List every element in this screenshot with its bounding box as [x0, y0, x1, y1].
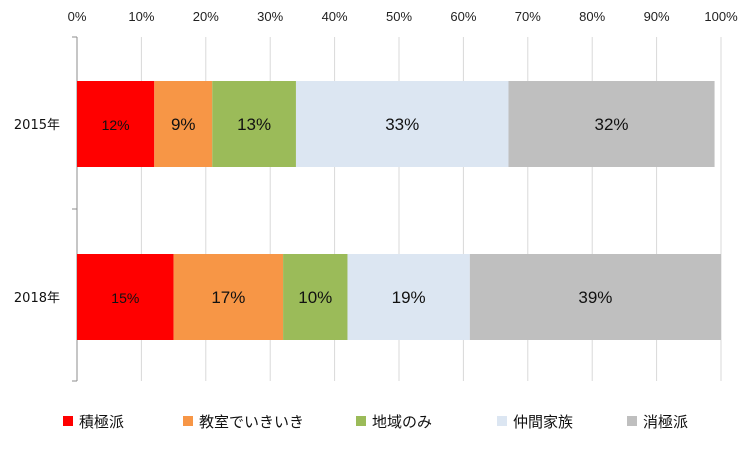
legend-item: 教室でいきいき — [183, 411, 304, 432]
x-tick-label: 30% — [257, 9, 283, 24]
legend-label: 積極派 — [79, 412, 125, 431]
legend-swatch — [63, 416, 73, 426]
x-tick-label: 10% — [128, 9, 154, 24]
x-tick-label: 80% — [579, 9, 605, 24]
bar-segment — [173, 254, 284, 340]
bar-segment — [469, 254, 721, 340]
x-tick-label: 0% — [68, 9, 87, 24]
x-tick-label: 20% — [193, 9, 219, 24]
data-label: 17% — [211, 288, 245, 307]
data-label: 10% — [298, 288, 332, 307]
bar-segment — [283, 254, 348, 340]
data-label: 13% — [237, 115, 271, 134]
x-tick-label: 100% — [704, 9, 738, 24]
stacked-bar-chart: 0% 10% 20% 30% 40% 50% 60% 70% 80% 90% 100% 2015年 12… — [14, 9, 738, 382]
x-tick-label: 60% — [450, 9, 476, 24]
bar-segment — [212, 81, 296, 167]
legend-label: 消極派 — [643, 412, 689, 431]
data-label: 12% — [102, 117, 130, 133]
legend-label: 教室でいきいき — [199, 412, 305, 431]
x-tick-label: 70% — [515, 9, 541, 24]
legend-item: 積極派 — [63, 411, 124, 432]
data-label: 32% — [595, 115, 629, 134]
x-tick-label: 50% — [386, 9, 412, 24]
legend-swatch — [356, 416, 366, 426]
legend-label: 仲間家族 — [513, 412, 574, 431]
legend-item: 消極派 — [627, 411, 688, 432]
legend-swatch — [183, 416, 193, 426]
bar-segment — [77, 254, 174, 340]
data-label: 33% — [385, 115, 419, 134]
bar-segment — [347, 254, 470, 340]
bar-segment — [154, 81, 213, 167]
legend-item: 地域のみ — [356, 411, 432, 432]
data-label: 39% — [578, 288, 612, 307]
legend-swatch — [627, 416, 637, 426]
legend-label: 地域のみ — [372, 412, 433, 431]
legend-item: 仲間家族 — [497, 411, 573, 432]
data-label: 15% — [111, 290, 139, 306]
legend-swatch — [497, 416, 507, 426]
x-tick-label: 40% — [322, 9, 348, 24]
bar-segment — [295, 81, 509, 167]
legend: 積極派 教室でいきいき 地域のみ 仲間家族 消極派 — [0, 405, 748, 437]
category-label: 2015年 — [14, 118, 60, 133]
bar-segment — [508, 81, 715, 167]
data-label: 19% — [392, 288, 426, 307]
data-label: 9% — [171, 115, 196, 134]
x-tick-label: 90% — [644, 9, 670, 24]
bar-segment — [77, 81, 155, 167]
category-label: 2018年 — [14, 291, 60, 306]
